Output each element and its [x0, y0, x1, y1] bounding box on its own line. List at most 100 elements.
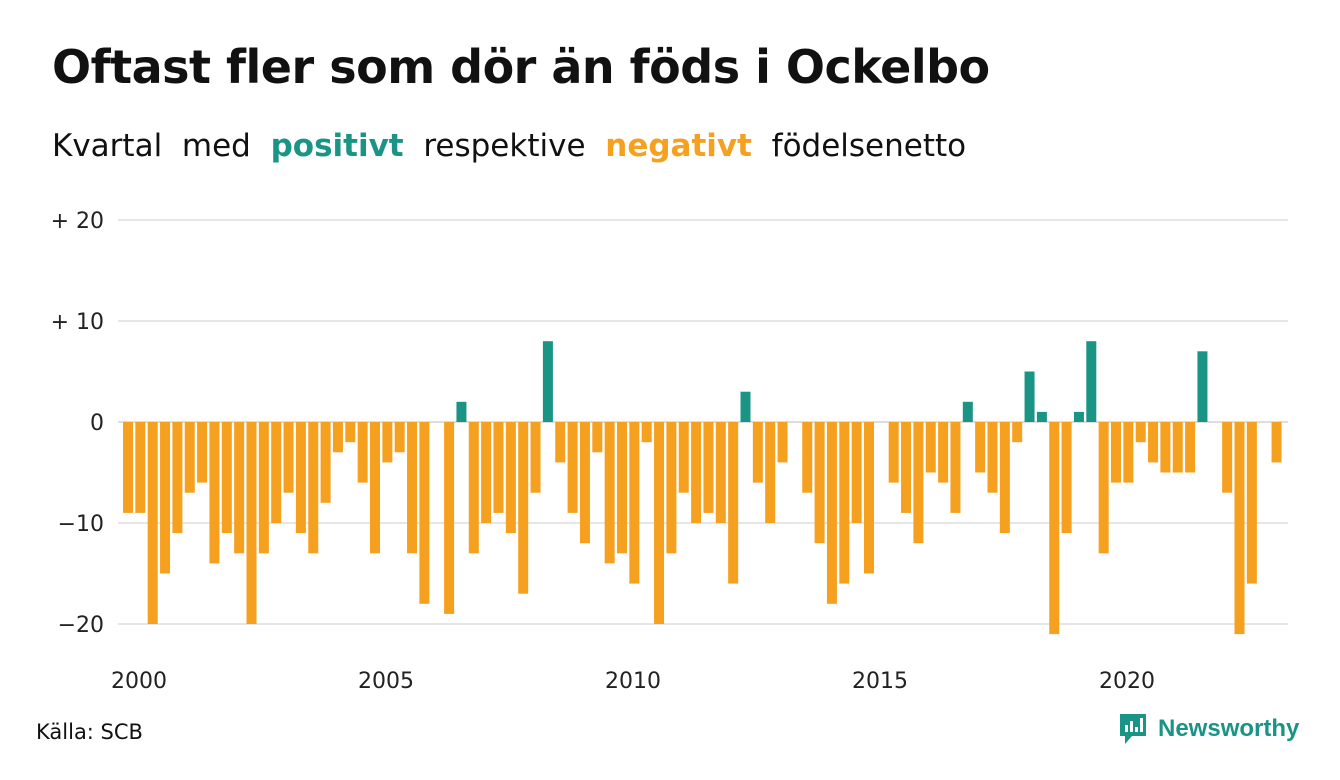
bar-2005Q2	[382, 422, 393, 463]
x-tick-label: 2005	[358, 669, 414, 694]
x-tick-label: 2010	[605, 669, 661, 694]
chart-subtitle: Kvartal med positivt respektive negativt…	[52, 128, 966, 164]
bar-2002Q4	[258, 422, 269, 554]
bar-2016Q3	[938, 422, 949, 483]
bar-2006Q1	[419, 422, 430, 604]
bar-2006Q3	[444, 422, 455, 614]
y-tick-label: −20	[58, 613, 104, 638]
bar-2021Q1	[1160, 422, 1171, 473]
bar-2018Q2	[1024, 371, 1035, 422]
bar-2014Q2	[826, 422, 837, 604]
bar-2004Q4	[357, 422, 368, 483]
bar-2001Q4	[209, 422, 220, 564]
y-tick-label: 0	[90, 411, 104, 436]
bar-2013Q2	[777, 422, 788, 463]
bar-2015Q3	[888, 422, 899, 483]
subtitle-positive: positivt	[270, 128, 404, 164]
bar-2018Q3	[1036, 411, 1047, 422]
bar-2005Q1	[370, 422, 380, 554]
bar-2009Q2	[579, 422, 590, 544]
bar-2005Q4	[407, 422, 418, 554]
bar-2007Q2	[481, 422, 492, 523]
bar-2020Q2	[1123, 422, 1134, 483]
bar-2008Q1	[518, 422, 529, 594]
bar-2011Q1	[666, 422, 677, 554]
bar-2016Q1	[913, 422, 924, 544]
newsworthy-logo-icon	[1120, 714, 1146, 744]
bar-2007Q1	[468, 422, 479, 554]
source-note: Källa: SCB	[36, 720, 143, 744]
bar-2019Q2	[1073, 411, 1084, 422]
bar-2017Q2	[975, 422, 986, 473]
bar-2019Q4	[1098, 422, 1109, 554]
bar-2010Q4	[654, 422, 665, 624]
bar-2022Q3	[1234, 422, 1245, 635]
bar-2002Q2	[234, 422, 245, 554]
bar-2016Q4	[950, 422, 961, 513]
bar-2018Q4	[1049, 422, 1060, 635]
axis-labels: + 20 + 10 0 −10 −20 2000 2005 2010 2015 2020	[51, 209, 1155, 694]
bar-2021Q4	[1197, 351, 1208, 422]
bar-2019Q1	[1061, 422, 1072, 534]
bar-2012Q2	[728, 422, 739, 584]
bar-2000Q4	[160, 422, 171, 574]
bar-2012Q4	[752, 422, 763, 483]
bar-2002Q1	[221, 422, 232, 534]
bar-2013Q1	[765, 422, 776, 523]
bar-2004Q2	[332, 422, 343, 453]
bar-2006Q4	[456, 401, 467, 422]
bar-2011Q2	[678, 422, 689, 493]
bar-2000Q1	[123, 422, 133, 513]
bar-chart: + 20 + 10 0 −10 −20 2000 2005 2010 2015 2020	[51, 209, 1288, 694]
bar-2016Q2	[925, 422, 936, 473]
bar-2017Q4	[999, 422, 1010, 534]
bar-2018Q1	[1012, 422, 1023, 443]
subtitle-negative: negativt	[605, 128, 752, 164]
subtitle-part3: respektive	[423, 128, 586, 164]
bar-2021Q2	[1172, 422, 1183, 473]
bar-2005Q3	[394, 422, 405, 453]
bar-2001Q3	[197, 422, 208, 483]
brand-logo: Newsworthy	[1118, 712, 1299, 746]
bar-2007Q3	[493, 422, 504, 513]
bar-2004Q3	[345, 422, 356, 443]
subtitle-part2: med	[181, 128, 251, 164]
bar-2002Q3	[246, 422, 257, 624]
bar-2009Q4	[604, 422, 615, 564]
y-tick-label: + 20	[51, 209, 104, 234]
bar-2008Q4	[555, 422, 566, 463]
bar-2019Q3	[1086, 341, 1097, 422]
bar-2014Q4	[851, 422, 862, 523]
bar-2003Q2	[283, 422, 294, 493]
bar-2004Q1	[320, 422, 331, 503]
bar-2013Q4	[802, 422, 813, 493]
bar-2015Q1	[864, 422, 874, 574]
bar-2010Q2	[629, 422, 640, 584]
bar-2015Q4	[901, 422, 912, 513]
x-tick-label: 2015	[852, 669, 908, 694]
bar-2007Q4	[505, 422, 516, 534]
bar-2003Q4	[308, 422, 319, 554]
y-tick-label: −10	[58, 512, 104, 537]
bar-2021Q3	[1185, 422, 1196, 473]
bars	[123, 341, 1282, 635]
bar-2023Q2	[1271, 422, 1282, 463]
chart-title: Oftast fler som dör än föds i Ockelbo	[52, 40, 990, 94]
bar-2014Q3	[839, 422, 850, 584]
brand-name: Newsworthy	[1158, 715, 1300, 742]
bar-2008Q3	[542, 341, 553, 422]
bar-2011Q4	[703, 422, 714, 513]
bar-2017Q3	[987, 422, 998, 493]
bar-2001Q2	[184, 422, 195, 493]
y-tick-label: + 10	[51, 310, 104, 335]
subtitle-part4: födelsenetto	[771, 128, 967, 164]
bar-2010Q3	[641, 422, 652, 443]
bar-2022Q2	[1222, 422, 1233, 493]
bar-2009Q3	[592, 422, 603, 453]
bar-2008Q2	[530, 422, 541, 493]
bar-2012Q3	[740, 391, 751, 422]
bar-2003Q3	[295, 422, 306, 534]
bar-2017Q1	[962, 401, 973, 422]
bar-2010Q1	[617, 422, 627, 554]
bar-2014Q1	[814, 422, 825, 544]
